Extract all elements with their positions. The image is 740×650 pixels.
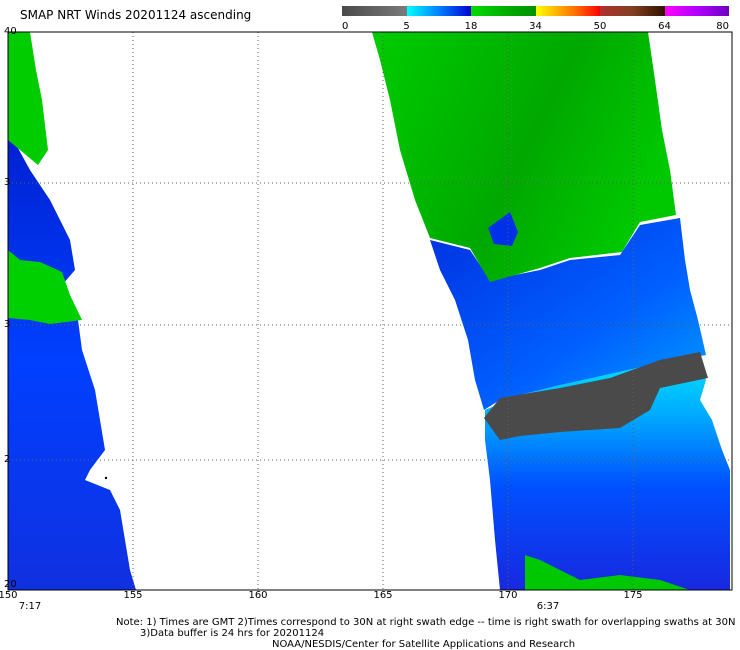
left-swath <box>8 32 136 590</box>
note-line-3: NOAA/NESDIS/Center for Satellite Applica… <box>272 639 576 650</box>
map-frame <box>7 31 733 591</box>
legend-tick-label: 50 <box>593 21 607 32</box>
lon-tick-150: 150 <box>0 590 18 601</box>
legend-tick-label: 5 <box>403 21 410 32</box>
lon-tick-160: 160 <box>248 590 268 601</box>
legend-segment <box>406 6 471 16</box>
lon-tick-165: 165 <box>373 590 393 601</box>
right-swath-blue-patch <box>488 212 518 246</box>
legend-tick-label: 80 <box>716 21 729 32</box>
right-swath-blue-upper <box>430 218 706 410</box>
legend-segment <box>535 6 600 16</box>
left-swath-green-top <box>8 32 48 165</box>
lon-tick-170: 170 <box>498 590 518 601</box>
land-dot <box>104 476 108 480</box>
lon-tick-155: 155 <box>123 590 143 601</box>
right-swath <box>372 32 730 590</box>
note-line-1: Note: 1) Times are GMT 2)Times correspon… <box>116 617 736 628</box>
note-line-2: 3)Data buffer is 24 hrs for 20201124 <box>140 628 325 639</box>
lat-tick-25: 2 <box>4 454 11 465</box>
legend-tick-label: 34 <box>529 21 542 32</box>
lat-tick-40: 40 <box>4 26 17 37</box>
legend-segment <box>471 6 536 16</box>
right-swath-green-bottom <box>525 555 690 590</box>
right-swath-green <box>372 32 676 282</box>
swath-time-left: 7:17 <box>18 601 42 612</box>
legend-segment <box>600 6 665 16</box>
map-title: SMAP NRT Winds 20201124 ascending <box>20 8 252 22</box>
wind-speed-legend <box>342 6 729 16</box>
lat-tick-35: 3 <box>4 177 11 188</box>
left-swath-blue <box>8 130 136 590</box>
legend-tick-label: 0 <box>342 21 349 32</box>
lat-lon-grid <box>8 32 732 590</box>
lon-tick-175: 175 <box>623 590 643 601</box>
lat-tick-30: 3 <box>4 319 11 330</box>
calm-wind-band <box>484 352 708 440</box>
legend-tick-label: 64 <box>658 21 671 32</box>
legend-segment <box>342 6 407 16</box>
legend-tick-label: 18 <box>464 21 478 32</box>
lat-tick-20: 20 <box>4 579 17 590</box>
swath-time-right: 6:37 <box>536 601 560 612</box>
legend-segment <box>664 6 729 16</box>
left-swath-green-mid <box>8 250 82 324</box>
